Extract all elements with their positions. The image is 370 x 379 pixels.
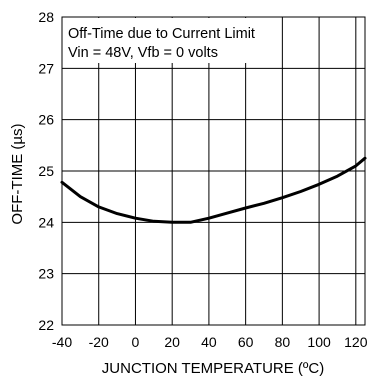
y-tick-labels: 22 23 24 25 26 27 28 [38, 9, 54, 333]
x-tick-label: 100 [307, 334, 331, 350]
y-tick-label: 22 [38, 317, 54, 333]
x-tick-label: 20 [164, 334, 180, 350]
y-tick-label: 27 [38, 60, 54, 76]
annotation-line-2: Vin = 48V, Vfb = 0 volts [68, 45, 218, 61]
series-line [60, 156, 367, 224]
y-tick-label: 25 [38, 163, 54, 179]
curve-layer [60, 156, 367, 224]
x-tick-labels: -40 -20 0 20 40 60 80 100 120 [52, 334, 368, 350]
x-tick-label: 120 [344, 334, 368, 350]
y-tick-label: 24 [38, 214, 54, 230]
x-tick-label: -20 [89, 334, 109, 350]
annotation-box [63, 18, 273, 63]
x-tick-label: 80 [275, 334, 291, 350]
grid-lines [62, 17, 365, 325]
plot-frame [61, 16, 366, 326]
annotation-line-1: Off-Time due to Current Limit [68, 26, 255, 42]
y-tick-label: 26 [38, 112, 54, 128]
y-tick-label: 28 [38, 9, 54, 25]
x-tick-label: -40 [52, 334, 72, 350]
x-tick-label: 0 [132, 334, 140, 350]
x-tick-label: 40 [201, 334, 217, 350]
x-axis-title: JUNCTION TEMPERATURE (ºC) [102, 360, 324, 377]
y-tick-label: 23 [38, 266, 54, 282]
x-tick-label: 60 [238, 334, 254, 350]
y-axis-title: OFF-TIME (µs) [9, 123, 26, 224]
